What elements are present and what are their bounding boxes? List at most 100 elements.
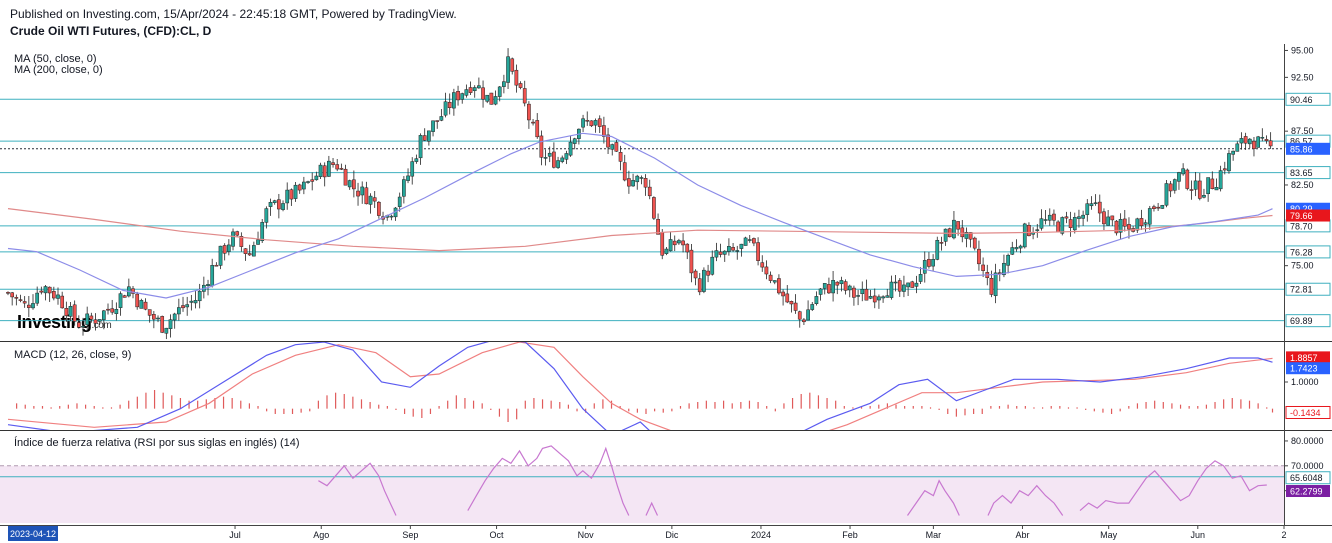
candle-body[interactable]	[497, 86, 502, 97]
candle-body[interactable]	[47, 286, 52, 294]
candle-body[interactable]	[727, 246, 731, 252]
candle-body[interactable]	[1168, 183, 1173, 192]
candle-body[interactable]	[131, 288, 135, 294]
candle-body[interactable]	[6, 292, 10, 294]
candle-body[interactable]	[331, 162, 335, 165]
candle-body[interactable]	[43, 286, 48, 294]
candle-body[interactable]	[1093, 202, 1098, 204]
candle-body[interactable]	[781, 291, 785, 297]
candle-body[interactable]	[1027, 224, 1031, 237]
candle-body[interactable]	[660, 232, 665, 256]
candle-body[interactable]	[606, 134, 610, 148]
candle-body[interactable]	[493, 96, 498, 105]
candle-body[interactable]	[589, 120, 594, 127]
candle-body[interactable]	[1202, 195, 1206, 198]
candle-body[interactable]	[1222, 168, 1227, 171]
candle-body[interactable]	[510, 58, 515, 72]
candle-body[interactable]	[414, 158, 419, 162]
candle-body[interactable]	[818, 288, 823, 295]
candle-body[interactable]	[1231, 150, 1235, 155]
candle-body[interactable]	[627, 178, 631, 187]
candle-body[interactable]	[164, 327, 169, 334]
candle-body[interactable]	[1127, 224, 1131, 230]
candle-body[interactable]	[118, 293, 123, 308]
candle-body[interactable]	[827, 284, 831, 294]
candle-body[interactable]	[260, 222, 265, 242]
candle-body[interactable]	[160, 316, 165, 333]
rsi-legend[interactable]: Índice de fuerza relativa (RSI por sus s…	[14, 437, 300, 449]
candle-body[interactable]	[26, 304, 31, 308]
candle-body[interactable]	[1077, 216, 1081, 219]
candle-body[interactable]	[64, 308, 69, 316]
candle-body[interactable]	[389, 215, 394, 218]
candle-body[interactable]	[368, 195, 373, 205]
candle-body[interactable]	[531, 121, 535, 124]
candle-body[interactable]	[10, 292, 15, 298]
candle-body[interactable]	[402, 179, 406, 197]
candle-body[interactable]	[1006, 254, 1010, 266]
candle-body[interactable]	[535, 120, 540, 138]
candle-body[interactable]	[18, 299, 23, 301]
candle-body[interactable]	[168, 319, 173, 329]
candle-body[interactable]	[539, 135, 544, 158]
candle-body[interactable]	[377, 201, 381, 216]
candle-body[interactable]	[518, 83, 523, 88]
candle-body[interactable]	[272, 200, 277, 203]
candle-body[interactable]	[868, 296, 873, 299]
candle-body[interactable]	[1135, 218, 1140, 231]
candle-body[interactable]	[1214, 187, 1219, 191]
candle-body[interactable]	[185, 304, 190, 308]
ma200-line[interactable]	[7, 208, 1273, 252]
candle-body[interactable]	[39, 290, 44, 293]
candle-body[interactable]	[418, 135, 423, 159]
macd-signal-line[interactable]	[7, 342, 1273, 446]
candle-body[interactable]	[935, 239, 940, 260]
candle-body[interactable]	[206, 284, 210, 287]
candle-body[interactable]	[1143, 222, 1148, 225]
candle-body[interactable]	[1177, 172, 1181, 182]
candle-body[interactable]	[477, 85, 481, 89]
candle-body[interactable]	[318, 164, 323, 177]
candle-body[interactable]	[822, 283, 827, 289]
candle-body[interactable]	[885, 295, 890, 298]
candle-body[interactable]	[293, 184, 298, 199]
candle-body[interactable]	[193, 300, 198, 304]
candle-body[interactable]	[314, 175, 319, 181]
candle-body[interactable]	[689, 249, 694, 274]
candle-body[interactable]	[543, 157, 548, 159]
candle-body[interactable]	[777, 278, 781, 294]
candle-body[interactable]	[793, 302, 798, 311]
candle-body[interactable]	[110, 308, 115, 313]
candle-body[interactable]	[289, 189, 294, 200]
candle-body[interactable]	[514, 69, 519, 86]
candle-body[interactable]	[106, 308, 110, 311]
candle-body[interactable]	[85, 313, 90, 325]
candle-body[interactable]	[506, 56, 510, 83]
candle-body[interactable]	[364, 187, 369, 205]
candle-body[interactable]	[452, 92, 456, 109]
candle-body[interactable]	[889, 281, 894, 298]
candle-body[interactable]	[322, 165, 327, 178]
candle-body[interactable]	[856, 295, 860, 297]
candle-body[interactable]	[968, 232, 973, 240]
candle-body[interactable]	[706, 270, 710, 276]
candle-body[interactable]	[1264, 139, 1269, 141]
candle-body[interactable]	[785, 293, 790, 303]
candle-body[interactable]	[443, 101, 448, 116]
candle-body[interactable]	[502, 81, 506, 87]
candle-body[interactable]	[893, 281, 898, 284]
candle-body[interactable]	[639, 177, 644, 179]
candle-body[interactable]	[227, 244, 231, 252]
candle-body[interactable]	[56, 294, 60, 299]
candle-body[interactable]	[1056, 221, 1060, 233]
candle-body[interactable]	[356, 190, 360, 197]
candle-body[interactable]	[768, 274, 773, 281]
candle-body[interactable]	[1160, 205, 1165, 209]
candle-body[interactable]	[1014, 247, 1019, 250]
candle-body[interactable]	[68, 306, 73, 317]
candle-body[interactable]	[735, 250, 740, 252]
candle-body[interactable]	[902, 284, 906, 292]
candle-body[interactable]	[710, 256, 715, 275]
candle-body[interactable]	[597, 118, 602, 127]
candle-body[interactable]	[772, 280, 777, 283]
